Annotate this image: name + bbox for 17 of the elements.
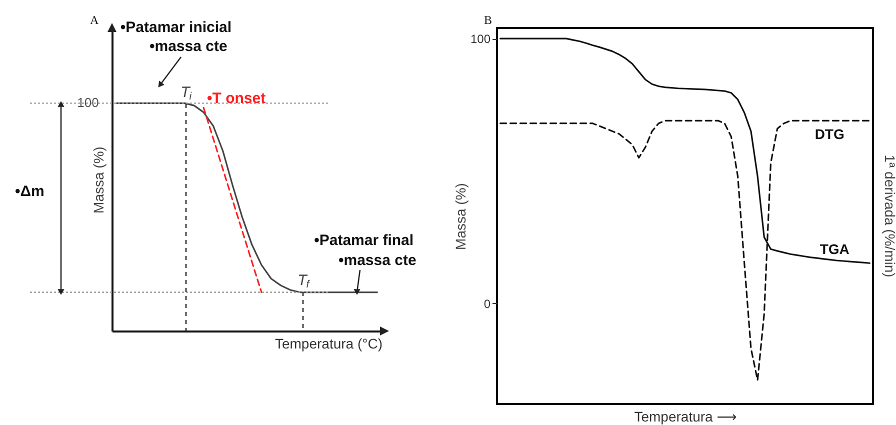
chart-title: A xyxy=(90,13,99,27)
x-axis-title: Temperatura ⟶ xyxy=(634,408,737,424)
series-label: TGA xyxy=(820,241,850,257)
chart-title: B xyxy=(484,13,492,27)
series-label: DTG xyxy=(814,126,844,142)
x-axis-title: Temperatura (°C) xyxy=(274,336,382,352)
annotation: •Patamar final xyxy=(314,232,414,249)
text: •Patamar inicial xyxy=(120,19,232,36)
y-tick-label: 0 xyxy=(484,296,491,311)
y-axis-title: Massa (%) xyxy=(452,183,468,250)
annotation: •T onset xyxy=(207,90,266,107)
text: •Δm xyxy=(14,183,44,200)
text: •massa cte xyxy=(150,38,228,55)
y2-axis-title: 1ª derivada (%/min) xyxy=(882,154,896,278)
annotation: •massa cte xyxy=(338,252,416,269)
y-axis-title: Massa (%) xyxy=(90,146,106,214)
ref-line-label: 100 xyxy=(77,95,99,110)
